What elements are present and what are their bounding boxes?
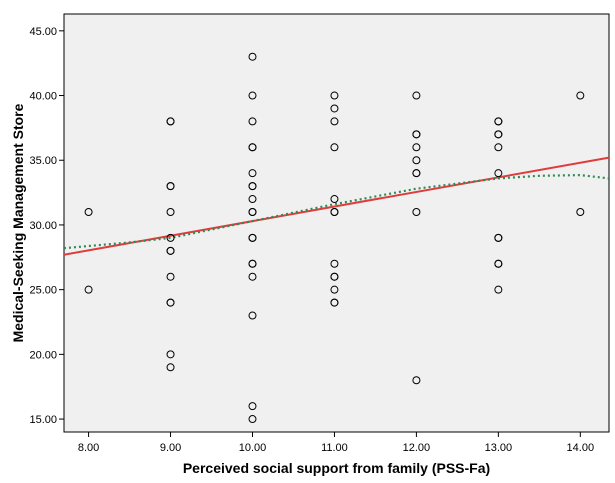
data-point: [84, 285, 93, 294]
data-point: [166, 117, 175, 126]
data-point: [248, 169, 257, 178]
data-point: [248, 91, 257, 100]
x-tick-label: 10.00: [239, 442, 267, 454]
data-point: [166, 298, 175, 307]
data-point: [248, 402, 257, 411]
data-points: [84, 52, 585, 424]
data-point: [248, 259, 257, 268]
data-point: [494, 130, 503, 139]
data-point: [330, 143, 339, 152]
data-point: [412, 143, 421, 152]
data-point: [248, 272, 257, 281]
data-point: [166, 182, 175, 191]
data-point: [248, 52, 257, 61]
data-point: [248, 311, 257, 320]
fit-lines: [63, 156, 610, 256]
data-point: [412, 208, 421, 216]
data-point: [248, 208, 257, 216]
data-point: [576, 91, 585, 100]
data-point: [166, 233, 175, 242]
y-tick-label: 20.00: [29, 349, 57, 361]
data-point: [412, 156, 421, 165]
data-point: [494, 233, 503, 242]
data-point: [166, 246, 175, 255]
data-point: [166, 363, 175, 372]
data-point: [330, 298, 339, 307]
x-axis-ticks: 8.00 9.00 10.00 11.00 12.00 13.00 14.00: [78, 432, 594, 454]
data-point: [248, 233, 257, 242]
y-axis-ticks: 15.00 20.00 25.00 30.00 35.00 40.00 45.00: [29, 26, 64, 426]
x-tick-label: 12.00: [403, 442, 431, 454]
x-axis-title: Perceived social support from family (PS…: [183, 460, 490, 476]
x-tick-label: 8.00: [78, 442, 99, 454]
data-point: [494, 117, 503, 126]
data-point: [330, 91, 339, 100]
data-point: [330, 117, 339, 126]
x-tick-label: 13.00: [485, 442, 513, 454]
data-point: [330, 259, 339, 268]
data-point: [166, 208, 175, 216]
y-tick-label: 15.00: [29, 414, 57, 426]
data-point: [330, 208, 339, 216]
y-tick-label: 25.00: [29, 285, 57, 297]
data-point: [166, 350, 175, 359]
data-point: [330, 195, 339, 204]
y-tick-label: 30.00: [29, 220, 57, 232]
y-axis-title: Medical-Seeking Management Store: [10, 103, 26, 342]
data-point: [84, 208, 93, 216]
data-point: [412, 130, 421, 139]
y-tick-label: 35.00: [29, 155, 57, 167]
plot-area: [63, 13, 610, 433]
data-point: [412, 91, 421, 100]
data-point: [576, 208, 585, 216]
data-point: [330, 104, 339, 113]
curve-fit-line: [63, 173, 610, 250]
x-tick-label: 11.00: [321, 442, 348, 454]
data-point: [494, 169, 503, 178]
data-point: [412, 169, 421, 178]
y-tick-label: 45.00: [29, 26, 57, 38]
data-point: [330, 272, 339, 281]
data-point: [248, 195, 257, 204]
data-point: [494, 143, 503, 152]
data-point: [248, 415, 257, 424]
x-tick-label: 9.00: [160, 442, 181, 454]
x-tick-label: 14.00: [567, 442, 595, 454]
data-point: [248, 143, 257, 152]
data-point: [248, 117, 257, 126]
data-point: [330, 285, 339, 294]
data-point: [494, 259, 503, 268]
data-point: [494, 285, 503, 294]
y-tick-label: 40.00: [29, 91, 57, 103]
data-point: [412, 376, 421, 385]
data-point: [166, 272, 175, 281]
data-point: [248, 182, 257, 191]
